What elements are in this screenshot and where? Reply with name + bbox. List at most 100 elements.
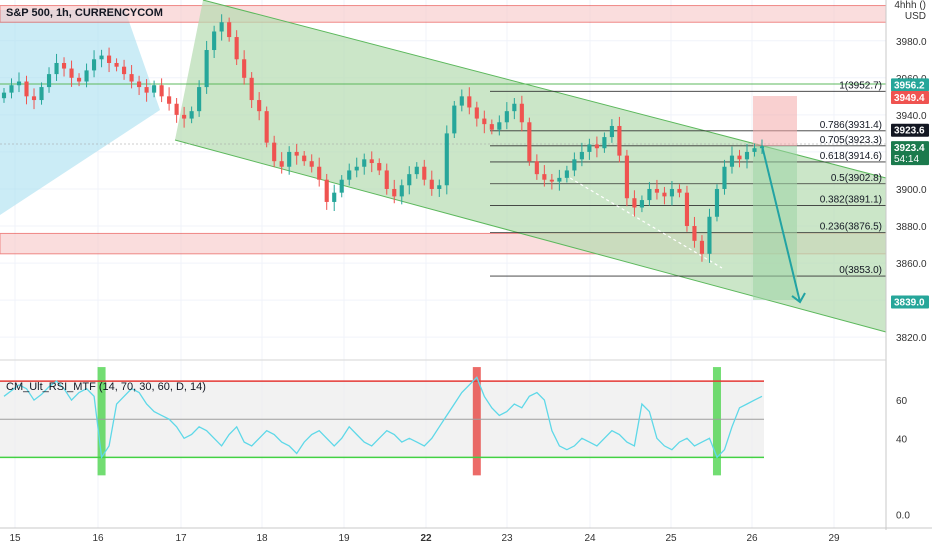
candle-body (54, 62, 59, 75)
candle-body (414, 166, 419, 175)
candle-body (219, 22, 224, 32)
indicator-title[interactable]: CM_Ult_RSI_MTF (14, 70, 30, 60, D, 14) (6, 381, 206, 393)
wedge-drawing[interactable] (0, 10, 160, 215)
candle-body (564, 170, 569, 178)
candle-body (167, 96, 172, 104)
price-tag-box (891, 141, 929, 166)
fib-label: 0.705(3923.3) (820, 135, 882, 146)
candle-body (677, 188, 682, 193)
candle-body (31, 96, 37, 101)
candle-body (557, 177, 562, 182)
price-tag-label: 3923.6 (894, 126, 925, 137)
time-tick-label: 16 (92, 533, 104, 544)
candle-body (422, 166, 427, 180)
projection-arrow-shaft (761, 145, 801, 303)
candle-body (317, 166, 322, 180)
price-tag: 3923.454:14 (891, 141, 929, 166)
candle-body (707, 216, 712, 254)
dashed-trendline[interactable] (564, 174, 723, 269)
fib-label: 0.618(3914.6) (820, 151, 882, 162)
candle-body (249, 77, 254, 101)
fib-label: 0.786(3931.4) (820, 120, 882, 131)
price-tick-label: 3860.0 (896, 259, 927, 270)
candle-body (542, 174, 547, 180)
candle-body (482, 118, 487, 125)
fib-label: 0.236(3876.5) (820, 222, 882, 233)
time-axis[interactable]: 15 16 17 18 19 22 23 24 25 26 29 (9, 533, 840, 544)
candle-body (504, 111, 509, 123)
stop-loss-zone[interactable] (753, 96, 797, 146)
take-profit-zone[interactable] (753, 146, 797, 300)
candle-body (602, 137, 607, 149)
candle-body (459, 96, 464, 106)
candle-body (69, 68, 74, 78)
price-tick-label: 3940.0 (896, 111, 927, 122)
price-tag: 3923.6 (891, 123, 929, 137)
candle-body (669, 188, 675, 197)
rsi-highlight-bar (97, 367, 106, 476)
candle-body (24, 81, 29, 97)
projection-arrow[interactable] (761, 145, 806, 304)
price-tag-box (891, 123, 929, 137)
fib-label: 0(3853.0) (839, 265, 882, 276)
candle-body (91, 59, 97, 71)
candle-body (182, 114, 187, 119)
candle-body (429, 179, 434, 189)
time-tick-label: 26 (746, 533, 758, 544)
rsi-highlight-bar (712, 367, 721, 476)
price-tick-label: 3820.0 (896, 333, 927, 344)
candle-body (714, 188, 720, 217)
rsi-tick-label: 60 (896, 396, 908, 407)
price-tag: 3949.4 (891, 90, 929, 104)
candle-body (99, 55, 104, 60)
projection-arrow-head (791, 292, 806, 304)
candle-body (332, 192, 337, 202)
candle-body (639, 200, 644, 208)
time-tick-label: 29 (828, 533, 840, 544)
candle-body (369, 159, 374, 164)
candle-body (632, 198, 637, 208)
candlestick-series (1, 14, 765, 263)
candle-body (737, 155, 742, 160)
candle-body (684, 192, 690, 227)
price-tag-box (891, 295, 929, 309)
candle-body (9, 85, 14, 93)
candle-body (399, 185, 404, 197)
candle-body (137, 81, 142, 88)
candle-body (609, 125, 614, 138)
candle-body (257, 100, 262, 112)
candle-body (362, 159, 367, 167)
time-tick-label: 23 (501, 533, 513, 544)
candle-body (527, 122, 532, 162)
price-tag-label: 3839.0 (894, 297, 925, 308)
candle-body (264, 111, 269, 143)
price-tags: 3956.2 3949.4 3923.6 3923.454:14 3839.0 (891, 78, 929, 309)
price-tag-box (891, 78, 929, 92)
candle-body (309, 161, 314, 167)
candle-body (227, 22, 232, 38)
time-tick-label: 15 (9, 533, 21, 544)
candle-body (107, 55, 112, 63)
time-tick-label: 24 (584, 533, 596, 544)
candle-body (452, 105, 457, 134)
candle-body (722, 166, 727, 189)
candle-body (549, 179, 554, 182)
candle-body (392, 188, 397, 197)
candle-body (122, 66, 127, 75)
candle-body (699, 240, 705, 254)
price-tag-label: 3949.4 (894, 93, 925, 104)
candle-body (692, 226, 697, 241)
rsi-axis[interactable]: 0.0 40 60 (896, 396, 910, 521)
axis-unit-currency: USD (904, 11, 926, 22)
time-tick-label: 18 (256, 533, 268, 544)
rsi-tick-label: 0.0 (896, 511, 910, 522)
candle-body (197, 87, 202, 112)
fib-label: 1(3952.7) (839, 80, 882, 91)
candle-body (212, 31, 217, 51)
candle-body (39, 87, 44, 101)
candle-body (617, 125, 622, 156)
time-tick-label: 19 (338, 533, 350, 544)
symbol-title[interactable]: S&P 500, 1h, CURRENCYCOM (6, 7, 163, 19)
time-tick-label: 25 (665, 533, 677, 544)
